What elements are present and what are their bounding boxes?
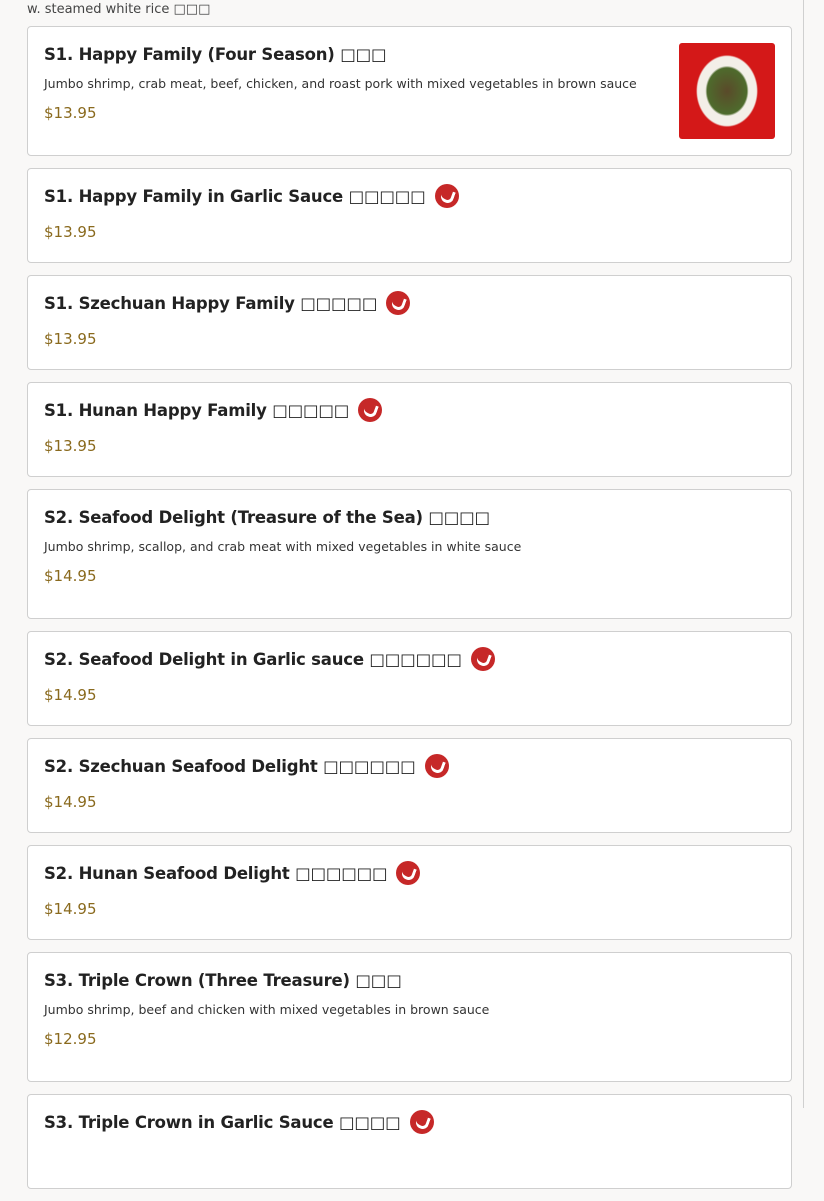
item-price: $14.95 xyxy=(44,567,97,585)
menu-item[interactable]: S2. Seafood Delight in Garlic sauce □□□□… xyxy=(27,631,792,726)
previous-item-desc: w. steamed white rice □□□ xyxy=(27,2,211,17)
item-title: S1. Szechuan Happy Family □□□□□ xyxy=(44,291,775,315)
spicy-icon xyxy=(409,1110,434,1134)
item-title: S3. Triple Crown (Three Treasure) □□□ xyxy=(44,969,775,991)
item-description: Jumbo shrimp, scallop, and crab meat wit… xyxy=(44,539,522,554)
menu-item[interactable]: S1. Hunan Happy Family □□□□□ $13.95 xyxy=(27,382,792,477)
item-name: S3. Triple Crown in Garlic Sauce □□□□ xyxy=(44,1112,401,1132)
menu-list: S1. Happy Family (Four Season) □□□ Jumbo … xyxy=(27,26,792,1201)
item-description: Jumbo shrimp, crab meat, beef, chicken, … xyxy=(44,76,637,91)
spicy-icon xyxy=(470,647,495,671)
spicy-icon xyxy=(358,398,383,422)
item-name: S2. Seafood Delight (Treasure of the Sea… xyxy=(44,507,490,527)
item-title: S3. Triple Crown in Garlic Sauce □□□□ xyxy=(44,1110,775,1134)
item-price: $13.95 xyxy=(44,223,97,241)
item-price: $13.95 xyxy=(44,104,97,122)
item-description: Jumbo shrimp, beef and chicken with mixe… xyxy=(44,1002,490,1017)
item-name: S2. Szechuan Seafood Delight □□□□□□ xyxy=(44,756,416,776)
item-name: S1. Hunan Happy Family □□□□□ xyxy=(44,400,350,420)
menu-item[interactable]: S3. Triple Crown (Three Treasure) □□□ Jum… xyxy=(27,952,792,1082)
menu-item[interactable]: S2. Szechuan Seafood Delight □□□□□□ $14.9… xyxy=(27,738,792,833)
menu-item[interactable]: S2. Seafood Delight (Treasure of the Sea… xyxy=(27,489,792,619)
item-name: S2. Seafood Delight in Garlic sauce □□□□… xyxy=(44,649,462,669)
item-price: $12.95 xyxy=(44,1030,97,1048)
item-title: S2. Hunan Seafood Delight □□□□□□ xyxy=(44,861,775,885)
item-price: $14.95 xyxy=(44,900,97,918)
spicy-icon xyxy=(434,184,459,208)
item-name: S3. Triple Crown (Three Treasure) □□□ xyxy=(44,970,402,990)
item-title: S1. Happy Family in Garlic Sauce □□□□□ xyxy=(44,184,775,208)
menu-item[interactable]: S3. Triple Crown in Garlic Sauce □□□□ xyxy=(27,1094,792,1189)
spicy-icon xyxy=(386,291,411,315)
item-price: $13.95 xyxy=(44,330,97,348)
spicy-icon xyxy=(396,861,421,885)
menu-item[interactable]: S1. Szechuan Happy Family □□□□□ $13.95 xyxy=(27,275,792,370)
menu-item[interactable]: S1. Happy Family in Garlic Sauce □□□□□ $1… xyxy=(27,168,792,263)
item-price: $14.95 xyxy=(44,686,97,704)
item-title: S2. Szechuan Seafood Delight □□□□□□ xyxy=(44,754,775,778)
item-title: S1. Hunan Happy Family □□□□□ xyxy=(44,398,775,422)
item-title: S1. Happy Family (Four Season) □□□ xyxy=(44,43,775,65)
item-name: S1. Szechuan Happy Family □□□□□ xyxy=(44,293,378,313)
item-name: S1. Happy Family (Four Season) □□□ xyxy=(44,44,387,64)
item-price: $14.95 xyxy=(44,793,97,811)
spicy-icon xyxy=(424,754,449,778)
item-photo[interactable] xyxy=(679,43,775,139)
menu-item[interactable]: S2. Hunan Seafood Delight □□□□□□ $14.95 xyxy=(27,845,792,940)
page-edge xyxy=(803,0,804,1108)
menu-item[interactable]: S1. Happy Family (Four Season) □□□ Jumbo … xyxy=(27,26,792,156)
item-name: S1. Happy Family in Garlic Sauce □□□□□ xyxy=(44,186,426,206)
item-price: $13.95 xyxy=(44,437,97,455)
item-name: S2. Hunan Seafood Delight □□□□□□ xyxy=(44,863,388,883)
item-title: S2. Seafood Delight in Garlic sauce □□□□… xyxy=(44,647,775,671)
item-title: S2. Seafood Delight (Treasure of the Sea… xyxy=(44,506,775,528)
